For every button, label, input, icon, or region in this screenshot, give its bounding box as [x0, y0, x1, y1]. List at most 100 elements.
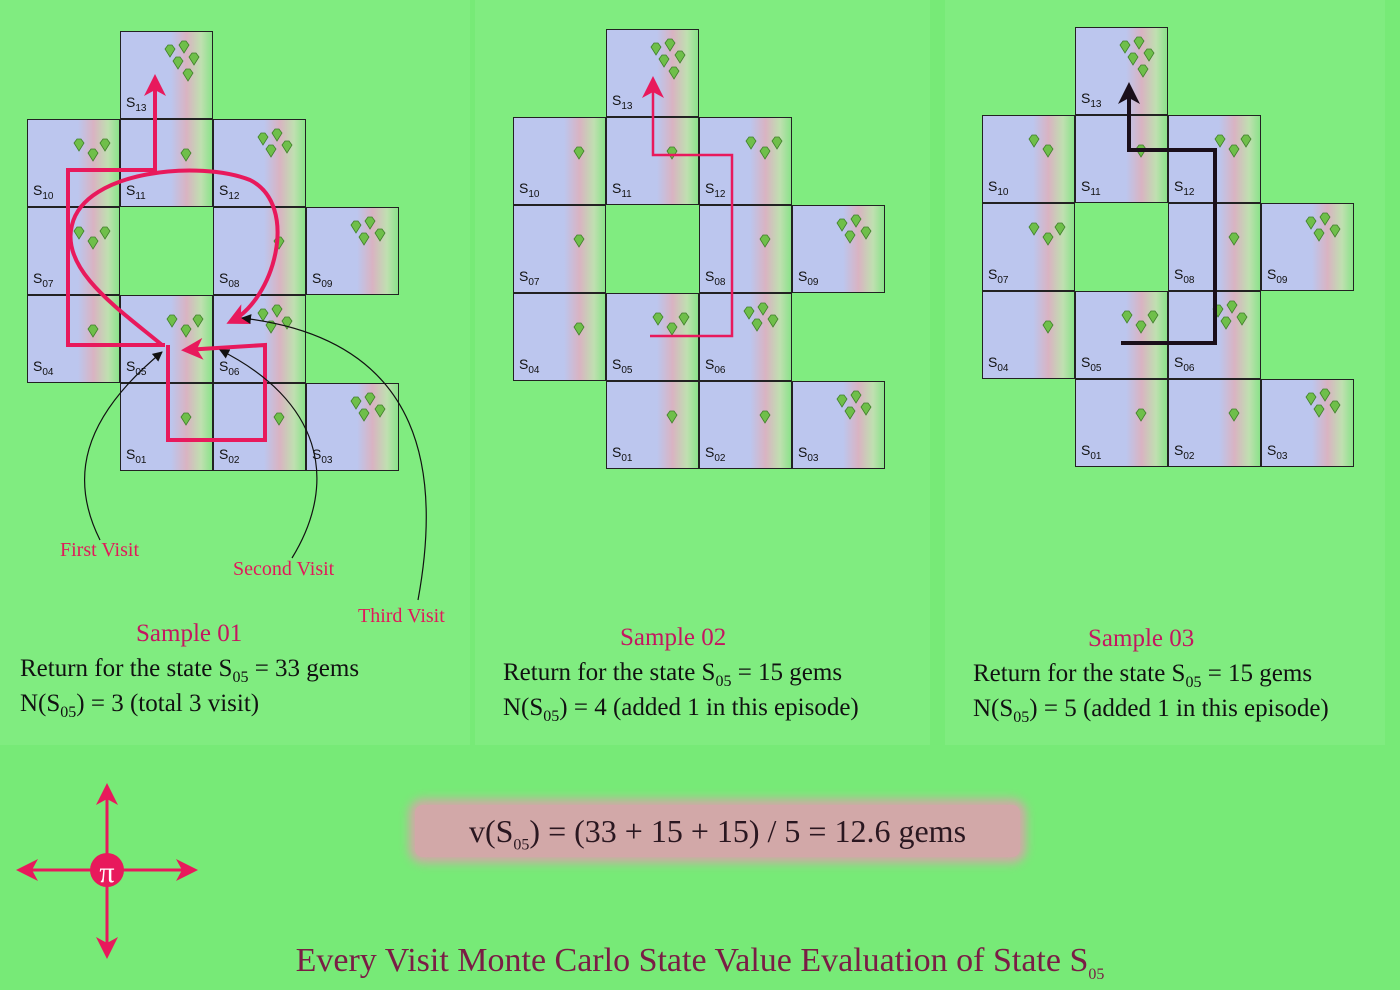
- state-cell-s10: S10: [513, 117, 606, 205]
- state-label: S12: [1174, 178, 1195, 198]
- gem-icon: [759, 410, 771, 424]
- state-cell-s02: S02: [213, 383, 306, 471]
- gem-icon: [87, 236, 99, 250]
- state-label: S03: [798, 444, 819, 464]
- gem-icon: [350, 220, 362, 234]
- sample-03-path: [1118, 82, 1217, 345]
- state-cell-s04: S04: [982, 291, 1075, 379]
- state-label: S01: [1081, 442, 1102, 462]
- gem-icon: [374, 404, 386, 418]
- second-visit-label: Second Visit: [233, 558, 335, 580]
- gem-icon: [860, 226, 872, 240]
- state-label: S12: [705, 180, 726, 200]
- gem-icon: [374, 228, 386, 242]
- gem-icon: [180, 148, 192, 162]
- gem-icon: [573, 322, 585, 336]
- state-cell-s13: S13: [120, 31, 213, 119]
- sample-title: Sample 03: [1088, 625, 1195, 652]
- return-line: Return for the state S05 = 15 gems: [973, 660, 1313, 691]
- gem-icon: [850, 390, 862, 404]
- third-visit-label: Third Visit: [358, 605, 445, 627]
- first-visit-label: First Visit: [60, 539, 140, 561]
- gem-icon: [836, 394, 848, 408]
- state-label: S05: [126, 358, 147, 378]
- gem-icon: [1042, 232, 1054, 246]
- gem-icon: [1135, 408, 1147, 422]
- gem-icon: [666, 146, 678, 160]
- state-label: S13: [1081, 90, 1102, 110]
- visit-count-line: N(S05) = 5 (added 1 in this episode): [973, 695, 1329, 726]
- gem-icon: [273, 412, 285, 426]
- state-cell-s05: S05: [1075, 291, 1168, 379]
- state-cell-s02: S02: [1168, 379, 1261, 467]
- gem-icon: [767, 314, 779, 328]
- gem-icon: [745, 136, 757, 150]
- gem-icon: [172, 56, 184, 70]
- gem-icon: [271, 304, 283, 318]
- visit-count-line: N(S05) = 4 (added 1 in this episode): [503, 694, 859, 725]
- gem-icon: [1135, 320, 1147, 334]
- gem-icon: [1143, 48, 1155, 62]
- state-label: S11: [126, 182, 146, 202]
- gem-icon: [836, 218, 848, 232]
- state-cell-s11: S11: [1075, 115, 1168, 203]
- sample-title: Sample 02: [620, 624, 727, 651]
- state-label: S13: [612, 92, 633, 112]
- return-line: Return for the state S05 = 33 gems: [20, 655, 360, 686]
- gem-icon: [1329, 400, 1341, 414]
- gem-icon: [1228, 144, 1240, 158]
- gem-icon: [850, 214, 862, 228]
- gem-icon: [1319, 388, 1331, 402]
- gem-icon: [652, 312, 664, 326]
- gem-icon: [1220, 316, 1232, 330]
- gem-icon: [1133, 36, 1145, 50]
- state-label: S02: [1174, 442, 1195, 462]
- gem-icon: [666, 322, 678, 336]
- state-label: S10: [988, 178, 1009, 198]
- gem-icon: [1121, 310, 1133, 324]
- state-cell-s08: S08: [213, 207, 306, 295]
- state-label: S09: [312, 270, 333, 290]
- gem-icon: [1226, 300, 1238, 314]
- gem-icon: [257, 308, 269, 322]
- gem-icon: [668, 66, 680, 80]
- gem-icon: [1042, 320, 1054, 334]
- state-cell-s02: S02: [699, 381, 792, 469]
- state-label: S04: [33, 358, 54, 378]
- gem-icon: [771, 136, 783, 150]
- state-label: S01: [126, 446, 147, 466]
- state-label: S10: [519, 180, 540, 200]
- gem-icon: [1042, 144, 1054, 158]
- gem-icon: [188, 52, 200, 66]
- gem-icon: [666, 410, 678, 424]
- return-line: Return for the state S05 = 15 gems: [503, 659, 843, 690]
- gem-icon: [658, 54, 670, 68]
- gem-icon: [743, 306, 755, 320]
- gem-icon: [757, 302, 769, 316]
- state-label: S02: [219, 446, 240, 466]
- state-label: S07: [519, 268, 540, 288]
- state-label: S09: [798, 268, 819, 288]
- gem-icon: [678, 312, 690, 326]
- gem-icon: [178, 40, 190, 54]
- gem-icon: [180, 412, 192, 426]
- visit-count-line: N(S05) = 3 (total 3 visit): [20, 690, 260, 721]
- state-cell-s01: S01: [1075, 379, 1168, 467]
- state-label: S06: [705, 356, 726, 376]
- gem-icon: [1119, 40, 1131, 54]
- gem-icon: [759, 234, 771, 248]
- diagram-title: Every Visit Monte Carlo State Value Eval…: [295, 942, 1105, 983]
- gem-icon: [751, 318, 763, 332]
- state-label: S06: [1174, 354, 1195, 374]
- gem-icon: [1028, 222, 1040, 236]
- gem-icon: [844, 230, 856, 244]
- gem-icon: [358, 408, 370, 422]
- compass-symbol: π: [99, 856, 114, 889]
- gem-icon: [573, 146, 585, 160]
- gem-icon: [73, 226, 85, 240]
- state-label: S08: [219, 270, 240, 290]
- state-label: S04: [988, 354, 1009, 374]
- gem-icon: [1228, 408, 1240, 422]
- state-cell-s03: S03: [792, 381, 885, 469]
